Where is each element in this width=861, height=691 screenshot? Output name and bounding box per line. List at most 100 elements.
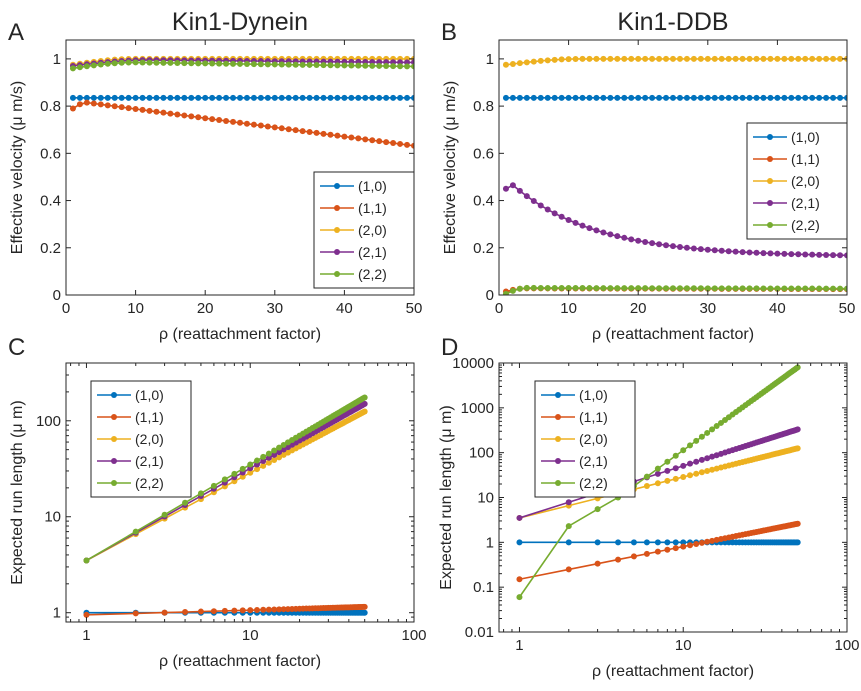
data-point — [823, 55, 830, 62]
chart-title: Kin1-Dynein — [172, 8, 308, 36]
data-point — [243, 120, 250, 127]
data-point — [306, 128, 313, 135]
data-point — [271, 451, 278, 458]
data-point — [132, 59, 139, 66]
data-point — [672, 452, 679, 459]
data-point — [195, 114, 202, 121]
data-point — [104, 94, 111, 101]
data-point — [643, 550, 650, 557]
data-point — [264, 94, 271, 101]
data-point — [635, 237, 642, 244]
legend-label: (2,1) — [135, 453, 164, 469]
data-point — [202, 115, 209, 122]
legend-swatch-marker — [767, 178, 773, 184]
data-point — [90, 94, 97, 101]
data-point — [111, 94, 118, 101]
data-point — [680, 543, 687, 550]
data-point — [188, 113, 195, 120]
x-tick-label: 100 — [401, 627, 426, 644]
data-point — [181, 112, 188, 119]
data-point — [739, 285, 746, 292]
data-point — [704, 429, 711, 436]
data-point — [239, 473, 246, 480]
legend-label: (1,0) — [135, 387, 164, 403]
data-point — [76, 64, 83, 71]
data-point — [209, 60, 216, 67]
data-point — [523, 193, 530, 200]
legend-label: (2,2) — [358, 266, 387, 282]
data-point — [278, 61, 285, 68]
panel-letter: C — [8, 334, 25, 361]
data-point — [725, 248, 732, 255]
y-axis-label: Effective velocity (μ m/s) — [442, 81, 459, 254]
data-point — [551, 284, 558, 291]
data-point — [823, 285, 830, 292]
data-point — [711, 55, 718, 62]
legend-label: (1,0) — [579, 387, 608, 403]
data-point — [614, 55, 621, 62]
legend-label: (1,1) — [135, 409, 164, 425]
data-point — [257, 61, 264, 68]
data-point — [672, 465, 679, 472]
panel-letter: D — [441, 334, 458, 361]
data-point — [383, 139, 390, 146]
data-point — [704, 538, 711, 545]
data-point — [97, 101, 104, 108]
legend-swatch-marker — [111, 480, 117, 486]
data-point — [767, 250, 774, 257]
data-point — [607, 285, 614, 292]
data-point — [760, 285, 767, 292]
data-point — [683, 285, 690, 292]
data-point — [231, 607, 238, 614]
data-point — [97, 94, 104, 101]
data-point — [837, 285, 844, 292]
data-point — [237, 60, 243, 67]
panel-letter: B — [441, 19, 457, 46]
data-point — [830, 94, 837, 101]
x-tick-label: 50 — [406, 300, 423, 317]
data-point — [209, 116, 216, 123]
data-point — [376, 62, 383, 69]
data-point — [146, 94, 153, 101]
data-point — [247, 461, 254, 468]
data-point — [643, 539, 650, 546]
data-point — [579, 222, 586, 229]
data-point — [69, 94, 76, 101]
data-point — [594, 506, 601, 513]
data-point — [530, 58, 537, 65]
data-point — [397, 63, 404, 70]
data-point — [216, 60, 223, 67]
data-point — [654, 548, 661, 555]
data-point — [516, 539, 523, 546]
data-point — [69, 105, 76, 112]
data-point — [271, 606, 278, 613]
legend-swatch-marker — [334, 249, 340, 255]
data-point — [153, 94, 160, 101]
data-point — [697, 55, 704, 62]
data-point — [558, 56, 565, 63]
data-point — [257, 94, 264, 101]
data-point — [221, 476, 228, 483]
data-point — [628, 94, 635, 101]
data-point — [802, 94, 809, 101]
data-point — [572, 55, 579, 62]
data-point — [544, 284, 551, 291]
data-point — [327, 62, 334, 69]
data-point — [816, 251, 823, 258]
data-point — [642, 94, 649, 101]
data-point — [600, 285, 607, 292]
y-tick-label: 0.01 — [465, 624, 494, 641]
data-point — [516, 576, 523, 583]
data-point — [181, 60, 188, 67]
data-point — [711, 94, 718, 101]
data-point — [732, 248, 739, 255]
data-point — [139, 59, 146, 66]
data-point — [223, 94, 230, 101]
y-tick-label: 0.4 — [473, 193, 494, 210]
data-point — [276, 444, 283, 451]
data-point — [320, 94, 327, 101]
data-point — [348, 94, 355, 101]
data-point — [635, 55, 642, 62]
data-point — [711, 285, 718, 292]
data-point — [579, 55, 586, 62]
